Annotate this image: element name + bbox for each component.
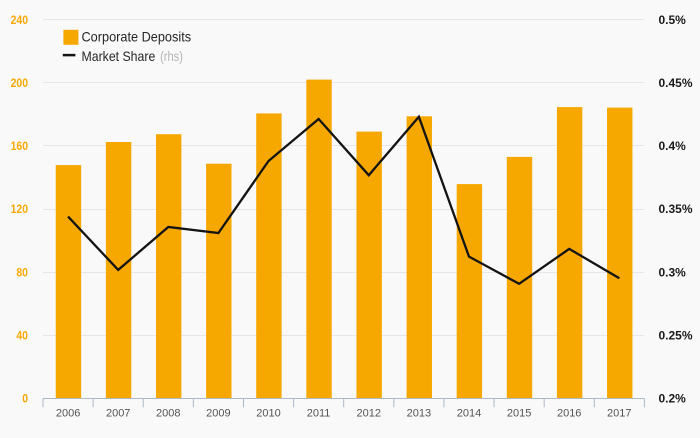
svg-text:2006: 2006 <box>56 408 80 420</box>
svg-text:0.35%: 0.35% <box>659 202 693 216</box>
svg-text:2008: 2008 <box>156 408 180 420</box>
svg-text:0: 0 <box>22 392 28 406</box>
svg-text:0.2%: 0.2% <box>659 392 687 406</box>
svg-text:240: 240 <box>11 13 29 27</box>
svg-text:2015: 2015 <box>507 408 531 420</box>
svg-text:2017: 2017 <box>607 408 631 420</box>
svg-text:120: 120 <box>11 202 29 216</box>
svg-text:0.5%: 0.5% <box>659 13 687 27</box>
svg-text:2013: 2013 <box>407 408 431 420</box>
svg-text:2012: 2012 <box>357 408 381 420</box>
svg-text:0.25%: 0.25% <box>659 328 693 342</box>
svg-text:80: 80 <box>16 265 28 279</box>
svg-text:200: 200 <box>11 76 29 90</box>
svg-text:2009: 2009 <box>206 408 230 420</box>
svg-text:40: 40 <box>16 328 28 342</box>
svg-text:2016: 2016 <box>557 408 581 420</box>
svg-text:0.45%: 0.45% <box>659 76 693 90</box>
svg-text:Market Share: Market Share <box>82 48 156 64</box>
svg-text:2010: 2010 <box>256 408 280 420</box>
svg-text:2014: 2014 <box>457 408 481 420</box>
svg-text:0.4%: 0.4% <box>659 139 687 153</box>
svg-text:(rhs): (rhs) <box>160 48 183 64</box>
svg-text:2011: 2011 <box>307 408 331 420</box>
svg-text:2007: 2007 <box>106 408 130 420</box>
svg-text:0.3%: 0.3% <box>659 265 687 279</box>
svg-text:160: 160 <box>11 139 29 153</box>
svg-text:Corporate Deposits: Corporate Deposits <box>82 29 192 45</box>
